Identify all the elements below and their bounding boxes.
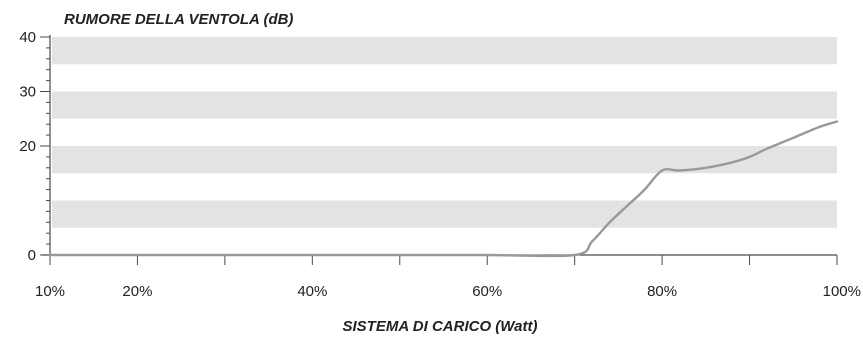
x-tick-label: 20% — [122, 283, 152, 300]
y-tick-label: 20 — [19, 138, 36, 155]
x-tick-label: 100% — [823, 283, 861, 300]
x-axis-ticks: 10% 20% 40% 60% 80% 100% — [35, 255, 861, 300]
band-1 — [52, 146, 837, 174]
band-2 — [52, 91, 837, 119]
x-tick-label: 60% — [472, 283, 502, 300]
y-tick-label: 40 — [19, 29, 36, 46]
x-axis-title: SISTEMA DI CARICO (Watt) — [343, 318, 538, 335]
x-tick-label: 80% — [647, 283, 677, 300]
band-3 — [52, 37, 837, 65]
y-axis-title: RUMORE DELLA VENTOLA (dB) — [64, 11, 293, 28]
y-axis-ticks: 0 20 30 40 — [19, 29, 50, 264]
background-bands — [52, 37, 837, 228]
x-tick-label: 40% — [297, 283, 327, 300]
band-0 — [52, 200, 837, 228]
x-tick-label: 10% — [35, 283, 65, 300]
y-tick-label: 30 — [19, 84, 36, 101]
series-line-0 — [48, 120, 839, 258]
y-tick-label: 0 — [28, 247, 36, 264]
series-group — [48, 120, 839, 258]
